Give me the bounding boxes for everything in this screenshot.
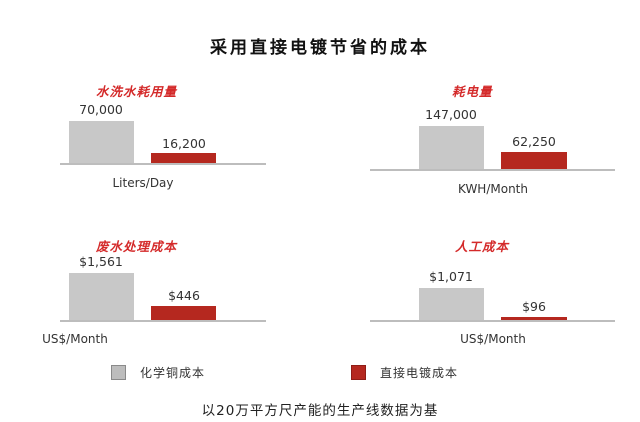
unit-label: KWH/Month — [458, 182, 528, 196]
panel-title: 耗电量 — [452, 84, 493, 99]
legend-item-direct-plating: 直接电镀成本 — [351, 364, 458, 381]
x-axis — [60, 163, 266, 165]
legend-label: 化学铜成本 — [140, 366, 206, 380]
bar-chemical-copper — [69, 121, 134, 163]
bar-direct-plating — [151, 153, 216, 163]
x-axis — [60, 320, 266, 322]
panel-title: 水洗水耗用量 — [96, 84, 178, 99]
panel-title: 人工成本 — [455, 239, 510, 254]
bar-chemical-copper — [419, 288, 484, 320]
bar-direct-plating — [501, 317, 567, 320]
panel-title: 废水处理成本 — [96, 239, 178, 254]
value-label-direct: $446 — [168, 288, 200, 303]
bar-chemical-copper — [69, 273, 134, 320]
value-label-chemical: 70,000 — [79, 102, 123, 117]
value-label-chemical: $1,071 — [429, 269, 473, 284]
legend-item-chemical-copper: 化学铜成本 — [111, 364, 205, 381]
unit-label: US$/Month — [460, 332, 526, 346]
footnote: 以20万平方尺产能的生产线数据为基 — [201, 403, 439, 419]
legend-swatch-red — [351, 365, 366, 380]
value-label-chemical: 147,000 — [425, 107, 477, 122]
legend-label: 直接电镀成本 — [380, 366, 459, 380]
bar-chemical-copper — [419, 126, 484, 169]
value-label-direct: 16,200 — [162, 136, 206, 151]
legend-swatch-gray — [111, 365, 126, 380]
value-label-direct: 62,250 — [512, 134, 556, 149]
value-label-direct: $96 — [522, 299, 546, 314]
x-axis — [370, 320, 615, 322]
unit-label: US$/Month — [42, 332, 108, 346]
bar-direct-plating — [151, 306, 216, 320]
value-label-chemical: $1,561 — [79, 254, 123, 269]
unit-label: Liters/Day — [112, 176, 174, 190]
chart-title: 采用直接电镀节省的成本 — [210, 38, 430, 58]
x-axis — [370, 169, 615, 171]
bar-direct-plating — [501, 152, 567, 169]
